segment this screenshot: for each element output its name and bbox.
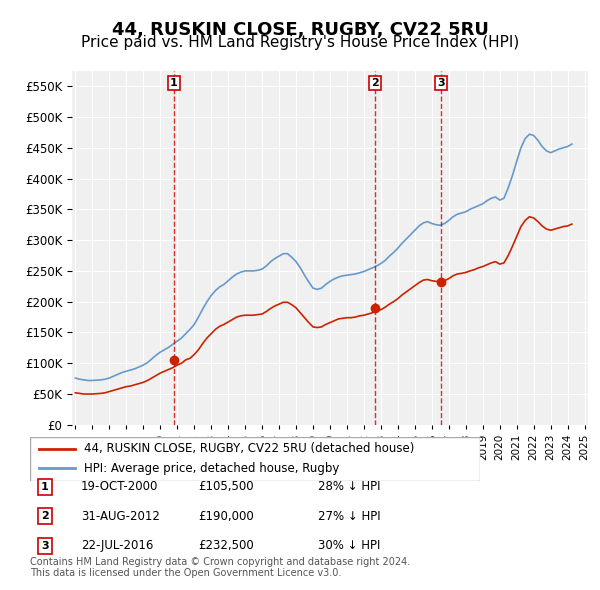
Text: 44, RUSKIN CLOSE, RUGBY, CV22 5RU (detached house): 44, RUSKIN CLOSE, RUGBY, CV22 5RU (detac…	[84, 442, 415, 455]
Text: 1: 1	[41, 482, 49, 491]
Text: 2: 2	[371, 78, 379, 88]
Text: 3: 3	[437, 78, 445, 88]
Text: £232,500: £232,500	[198, 539, 254, 552]
Text: 28% ↓ HPI: 28% ↓ HPI	[318, 480, 380, 493]
Text: 27% ↓ HPI: 27% ↓ HPI	[318, 510, 380, 523]
Text: £105,500: £105,500	[198, 480, 254, 493]
Text: 1: 1	[170, 78, 178, 88]
Text: 2: 2	[41, 512, 49, 521]
Text: 22-JUL-2016: 22-JUL-2016	[81, 539, 154, 552]
Text: 31-AUG-2012: 31-AUG-2012	[81, 510, 160, 523]
Text: £190,000: £190,000	[198, 510, 254, 523]
FancyBboxPatch shape	[30, 437, 480, 481]
Text: HPI: Average price, detached house, Rugby: HPI: Average price, detached house, Rugb…	[84, 462, 340, 475]
Text: 30% ↓ HPI: 30% ↓ HPI	[318, 539, 380, 552]
Text: Price paid vs. HM Land Registry's House Price Index (HPI): Price paid vs. HM Land Registry's House …	[81, 35, 519, 50]
Text: 3: 3	[41, 541, 49, 550]
Text: 19-OCT-2000: 19-OCT-2000	[81, 480, 158, 493]
Text: Contains HM Land Registry data © Crown copyright and database right 2024.
This d: Contains HM Land Registry data © Crown c…	[30, 556, 410, 578]
Text: 44, RUSKIN CLOSE, RUGBY, CV22 5RU: 44, RUSKIN CLOSE, RUGBY, CV22 5RU	[112, 21, 488, 39]
